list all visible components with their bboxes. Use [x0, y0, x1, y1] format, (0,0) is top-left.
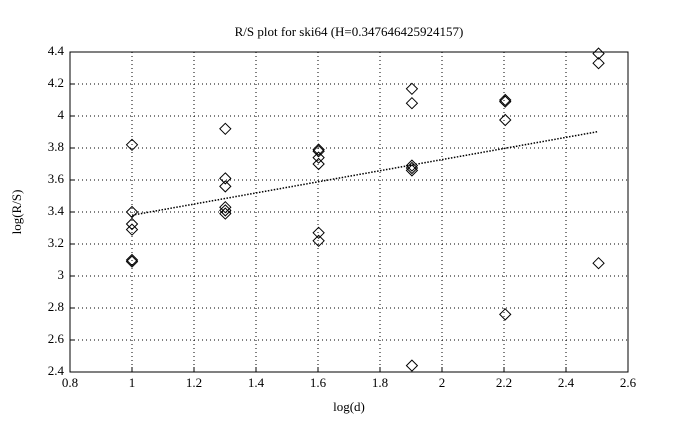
data-point: [499, 95, 512, 108]
data-point: [592, 47, 605, 60]
y-tick-label: 2.4: [48, 363, 65, 378]
data-point: [312, 157, 325, 171]
x-tick-label: 1.2: [186, 375, 202, 390]
y-tick-label: 4: [58, 107, 65, 122]
y-tick-label: 2.6: [48, 331, 65, 346]
plot-frame: [69, 51, 629, 373]
x-tick-label: 1.4: [248, 375, 265, 390]
y-tick-label: 3: [58, 267, 65, 282]
data-point: [125, 255, 139, 268]
data-point: [312, 143, 325, 156]
data-point: [592, 56, 605, 70]
data-point: [125, 205, 139, 219]
data-point: [312, 226, 325, 240]
data-point: [219, 204, 232, 217]
x-tick-label: 2.2: [496, 375, 512, 390]
data-point: [219, 172, 232, 185]
y-tick-label: 2.8: [48, 299, 64, 314]
fit-line: [131, 130, 599, 216]
x-tick-label: 2: [439, 375, 446, 390]
data-point: [125, 253, 139, 267]
data-point: [405, 82, 419, 96]
data-point: [405, 164, 419, 177]
x-tick-label: 1: [129, 375, 136, 390]
x-tick-label: 1.6: [310, 375, 327, 390]
data-point: [405, 161, 419, 175]
data-point: [499, 93, 512, 107]
x-tick-label: 2.6: [620, 375, 637, 390]
data-point: [219, 122, 232, 136]
data-point: [219, 200, 232, 214]
data-point: [219, 180, 232, 193]
y-tick-label: 3.4: [48, 203, 65, 218]
data-point: [592, 256, 605, 270]
data-point: [499, 113, 512, 127]
data-point: [499, 308, 512, 321]
x-tick-label: 0.8: [62, 375, 78, 390]
y-tick-label: 3.6: [48, 171, 65, 186]
x-tick-label: 2.4: [558, 375, 575, 390]
chart-title: R/S plot for ski64 (H=0.347646425924157): [235, 24, 464, 39]
data-point: [125, 217, 139, 231]
data-point: [125, 223, 139, 236]
y-axis-label: log(R/S): [9, 190, 24, 235]
data-point: [219, 207, 232, 220]
x-axis-label: log(d): [333, 399, 365, 414]
data-point: [312, 144, 325, 158]
data-point: [125, 138, 139, 152]
data-point: [405, 96, 419, 110]
data-point: [312, 151, 325, 164]
y-tick-label: 3.8: [48, 139, 64, 154]
y-tick-label: 4.4: [48, 43, 65, 58]
y-tick-label: 4.2: [48, 75, 64, 90]
data-point: [405, 359, 419, 372]
data-point: [312, 234, 325, 248]
y-tick-label: 3.2: [48, 235, 64, 250]
x-tick-label: 1.8: [372, 375, 388, 390]
